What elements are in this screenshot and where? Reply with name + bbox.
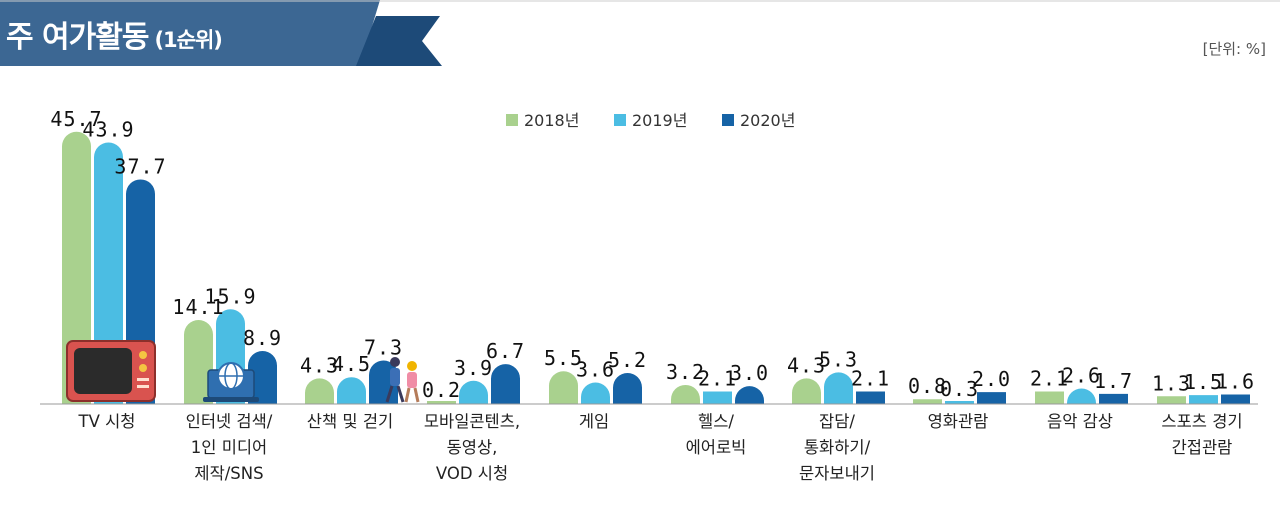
bar-9-1 <box>1189 395 1218 404</box>
bar-8-1 <box>1067 388 1096 404</box>
category-label-1-0: 인터넷 검색/ <box>186 412 273 431</box>
bar-7-2 <box>977 392 1006 404</box>
bar-5-1 <box>703 391 732 404</box>
category-label-7-0: 영화관람 <box>928 412 989 431</box>
value-label-9-1: 1.5 <box>1184 370 1223 394</box>
title-banner-accent <box>356 16 442 66</box>
bar-4-0 <box>549 371 578 404</box>
bar-5-0 <box>671 384 700 404</box>
category-label-6-1: 통화하기/ <box>804 438 871 457</box>
value-label-0-0: 45.7 <box>50 107 102 131</box>
value-label-6-1: 5.3 <box>819 347 858 371</box>
value-label-4-2: 5.2 <box>608 348 647 372</box>
title-banner-fill <box>0 0 380 66</box>
title-main: 주 여가활동 <box>6 20 149 55</box>
bar-6-2 <box>856 391 885 404</box>
category-label-4-0: 게임 <box>579 412 609 431</box>
value-label-8-0: 2.1 <box>1030 366 1069 390</box>
legend-swatch-2 <box>722 114 734 126</box>
value-label-5-2: 3.0 <box>730 361 769 385</box>
value-label-1-1: 15.9 <box>204 284 256 308</box>
legend-swatch-1 <box>614 114 626 126</box>
value-label-0-2: 37.7 <box>114 154 166 178</box>
value-label-4-1: 3.6 <box>576 358 615 382</box>
value-label-2-2: 7.3 <box>364 336 403 360</box>
category-label-9-1: 간접관람 <box>1172 438 1233 457</box>
bar-1-0 <box>184 320 213 404</box>
bar-7-0 <box>913 399 942 404</box>
value-label-6-0: 4.3 <box>787 353 826 377</box>
bar-9-2 <box>1221 394 1250 404</box>
title-banner-shape <box>0 0 442 66</box>
value-label-1-0: 14.1 <box>172 295 224 319</box>
category-label-3-0: 모바일콘텐츠, <box>424 412 520 431</box>
value-label-9-2: 1.6 <box>1216 369 1255 393</box>
bar-5-2 <box>735 386 764 404</box>
page-title: 주 여가활동 (1순위) <box>6 12 223 56</box>
bar-2-1 <box>337 377 366 404</box>
category-label-1-2: 제작/SNS <box>194 464 263 483</box>
tv-icon <box>66 340 156 402</box>
legend-label-2: 2020년 <box>740 111 795 130</box>
value-label-0-1: 43.9 <box>82 118 134 142</box>
bar-2-0 <box>305 378 334 404</box>
value-label-4-0: 5.5 <box>544 346 583 370</box>
value-label-7-0: 0.8 <box>908 374 947 398</box>
value-label-7-1: 0.3 <box>940 377 979 401</box>
category-label-2-0: 산책 및 걷기 <box>307 412 393 431</box>
value-label-7-2: 2.0 <box>972 367 1011 391</box>
category-label-1-1: 1인 미디어 <box>191 438 267 457</box>
value-label-6-2: 2.1 <box>851 366 890 390</box>
category-label-6-0: 잡담/ <box>819 412 855 431</box>
chart-value-labels: 45.743.937.714.115.98.94.34.57.30.23.96.… <box>50 107 1255 402</box>
walking-people-icon <box>385 357 420 403</box>
title-subtitle: (1순위) <box>154 28 222 52</box>
title-banner: 주 여가활동 (1순위) <box>0 0 442 66</box>
value-label-3-0: 0.2 <box>422 378 461 402</box>
value-label-3-2: 6.7 <box>486 339 525 363</box>
bar-4-1 <box>581 382 610 404</box>
category-label-5-1: 에어로빅 <box>686 438 747 457</box>
category-label-8-0: 음악 감상 <box>1047 412 1113 431</box>
value-label-2-0: 4.3 <box>300 353 339 377</box>
value-label-2-1: 4.5 <box>332 352 371 376</box>
value-label-8-2: 1.7 <box>1094 369 1133 393</box>
chart-legend: 2018년 2019년 2020년 <box>506 111 795 130</box>
bar-3-0 <box>427 401 456 404</box>
value-label-5-0: 3.2 <box>666 360 705 384</box>
category-label-3-2: VOD 시청 <box>436 464 508 483</box>
category-label-9-0: 스포츠 경기 <box>1161 412 1242 431</box>
computer-globe-icon <box>203 362 259 402</box>
legend-label-1: 2019년 <box>632 111 687 130</box>
category-label-5-0: 헬스/ <box>698 412 734 431</box>
bar-0-0 <box>62 131 91 404</box>
value-label-8-1: 2.6 <box>1062 364 1101 388</box>
legend-label-0: 2018년 <box>524 111 579 130</box>
bar-6-0 <box>792 378 821 404</box>
value-label-3-1: 3.9 <box>454 356 493 380</box>
chart-icons <box>66 340 420 403</box>
bar-1-2 <box>248 350 277 404</box>
bar-7-1 <box>945 401 974 404</box>
bar-3-1 <box>459 380 488 404</box>
category-label-6-2: 문자보내기 <box>799 464 875 483</box>
bar-4-2 <box>613 373 642 404</box>
bar-8-2 <box>1099 393 1128 404</box>
value-label-1-2: 8.9 <box>243 326 282 350</box>
unit-label: [단위: %] <box>1202 40 1266 58</box>
category-label-0-0: TV 시청 <box>78 412 136 431</box>
value-label-5-1: 2.1 <box>698 366 737 390</box>
bar-0-1 <box>94 142 123 404</box>
category-label-3-1: 동영상, <box>447 438 498 457</box>
bar-3-2 <box>491 364 520 404</box>
legend-swatch-0 <box>506 114 518 126</box>
bar-9-0 <box>1157 396 1186 404</box>
bar-6-1 <box>824 372 853 404</box>
value-label-9-0: 1.3 <box>1152 371 1191 395</box>
bar-8-0 <box>1035 391 1064 404</box>
